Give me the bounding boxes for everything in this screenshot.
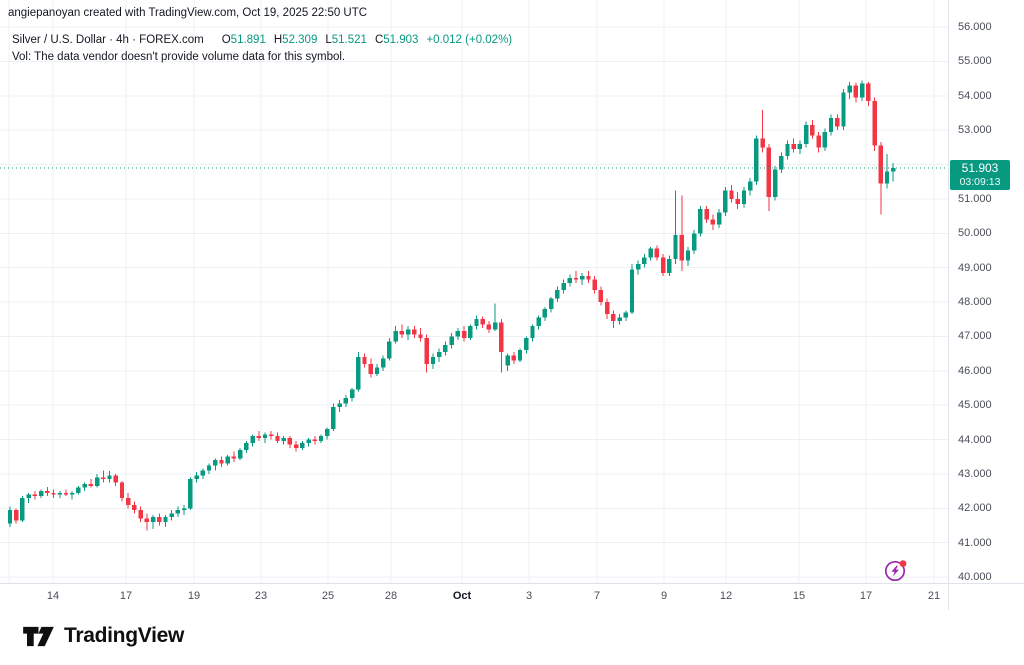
- price-axis-label: 48.000: [958, 296, 992, 308]
- price-axis-label: 55.000: [958, 55, 992, 68]
- price-axis-label: 44.000: [958, 433, 992, 446]
- ohlc-close: C51.903: [374, 34, 419, 46]
- time-axis[interactable]: 14 17 19 23 25 28 Oct 3 7 9 12 15 17 21: [0, 584, 1024, 610]
- time-axis-label: 23: [254, 590, 268, 602]
- tradingview-logo-icon: [23, 626, 54, 646]
- price-axis-label: 46.000: [958, 364, 992, 377]
- last-price-badge: 51.903 03:09:13: [950, 159, 1010, 190]
- last-price-value: 51.903: [961, 160, 999, 175]
- price-axis-label: 56.000: [958, 21, 992, 33]
- time-axis-label: 3: [525, 590, 533, 602]
- time-axis-label: 28: [384, 590, 398, 602]
- bar-countdown: 03:09:13: [959, 175, 1001, 188]
- time-axis-label: 17: [119, 590, 133, 602]
- time-axis-label: 21: [927, 590, 941, 602]
- price-change: +0.012 (+0.02%): [426, 34, 513, 46]
- lightning-bolt-icon: [891, 565, 900, 577]
- time-axis-label: 25: [321, 590, 335, 602]
- time-axis-label: 9: [660, 590, 668, 602]
- price-axis-label: 42.000: [958, 502, 992, 515]
- price-axis-label: 40.000: [958, 571, 992, 583]
- price-axis-label: 54.000: [958, 89, 992, 102]
- price-axis-separator: [948, 0, 949, 610]
- tradingview-logo[interactable]: TradingView: [22, 624, 184, 648]
- ohlc-open: O51.891: [221, 34, 266, 46]
- time-axis-label: 19: [187, 590, 201, 602]
- symbol-title[interactable]: Silver / U.S. Dollar · 4h · FOREX.com: [12, 34, 204, 46]
- flash-circle: [884, 560, 906, 582]
- price-axis-label: 43.000: [958, 467, 992, 480]
- price-axis-label: 45.000: [958, 399, 992, 412]
- attribution-text: angiepanoyan created with TradingView.co…: [8, 7, 368, 19]
- notification-dot: [899, 560, 907, 567]
- volume-note: Vol: The data vendor doesn't provide vol…: [12, 51, 346, 63]
- price-axis-label: 51.000: [958, 192, 992, 205]
- time-axis-separator: [0, 583, 1024, 584]
- time-axis-label: 14: [46, 590, 60, 602]
- time-axis-label: 15: [792, 590, 806, 602]
- price-axis-label: 47.000: [958, 330, 992, 343]
- price-axis-label: 50.000: [958, 227, 992, 240]
- time-axis-label: 12: [719, 590, 733, 602]
- ohlc-high: H52.309: [273, 34, 318, 46]
- price-axis-label: 41.000: [958, 536, 992, 549]
- time-axis-label: Oct: [452, 590, 472, 602]
- legend-row-main: Silver / U.S. Dollar · 4h · FOREX.com O51…: [12, 32, 512, 49]
- flash-icon[interactable]: [883, 557, 909, 583]
- time-axis-label: 7: [593, 590, 601, 602]
- price-axis-label: 49.000: [958, 261, 992, 274]
- price-axis[interactable]: 56.000 55.000 54.000 53.000 51.000 50.000 49.0…: [949, 0, 1024, 583]
- chart-legend: Silver / U.S. Dollar · 4h · FOREX.com O51…: [12, 32, 512, 66]
- tradingview-logo-text: TradingView: [64, 624, 185, 647]
- price-axis-label: 53.000: [958, 124, 992, 137]
- ohlc-low: L51.521: [325, 34, 367, 46]
- time-axis-label: 17: [859, 590, 873, 602]
